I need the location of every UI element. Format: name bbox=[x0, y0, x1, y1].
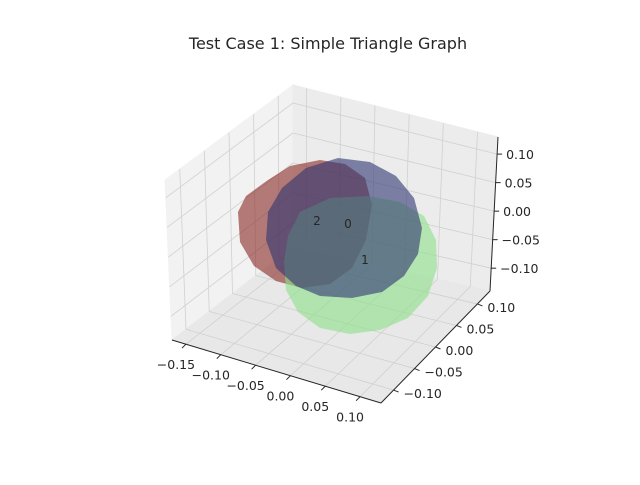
node-label-0: 0 bbox=[344, 217, 352, 231]
x-gridline-back bbox=[437, 123, 444, 280]
x-axis-line bbox=[171, 339, 382, 404]
y-tick-label: 0.05 bbox=[466, 321, 494, 336]
y-tick-mark bbox=[435, 346, 441, 350]
y-tick-label: 0.10 bbox=[487, 300, 515, 315]
y-gridline-left bbox=[228, 132, 233, 294]
x-tick-mark bbox=[355, 396, 361, 402]
y-tick-label: −0.05 bbox=[425, 365, 463, 380]
x-tick-mark bbox=[320, 385, 326, 391]
x-tick-mark bbox=[216, 354, 222, 360]
y-tick-label: −0.10 bbox=[404, 386, 442, 401]
node-sphere-0 bbox=[266, 158, 422, 298]
z-axis-ticks: −0.10 −0.05 0.00 0.05 0.10 bbox=[491, 147, 540, 276]
y-tick-mark bbox=[477, 303, 483, 307]
y-gridline-left bbox=[203, 150, 210, 312]
node-labels: 0 1 2 bbox=[313, 214, 369, 267]
x-tick-label: −0.10 bbox=[192, 368, 230, 383]
chart-title: Test Case 1: Simple Triangle Graph bbox=[188, 34, 467, 53]
z-tick-label: −0.10 bbox=[500, 261, 538, 276]
x-axis-ticks: −0.15−0.10−0.050.00 0.05 0.10 bbox=[157, 343, 364, 425]
x-tick-mark bbox=[251, 364, 256, 370]
x-tick-label: −0.15 bbox=[157, 357, 195, 372]
z-tick-label: −0.05 bbox=[502, 233, 540, 248]
z-axis-line bbox=[489, 136, 499, 292]
y-tick-mark bbox=[456, 324, 462, 328]
z-tick-label: 0.05 bbox=[505, 176, 533, 191]
node-spheres bbox=[238, 158, 437, 334]
x-tick-mark bbox=[181, 343, 187, 349]
x-tick-label: −0.05 bbox=[226, 378, 264, 393]
node-label-1: 1 bbox=[361, 253, 369, 267]
y-gridline-left bbox=[179, 169, 187, 330]
z-gridline-left bbox=[166, 132, 294, 228]
x-tick-mark bbox=[286, 375, 291, 381]
z-gridline-left bbox=[165, 102, 294, 199]
node-label-2: 2 bbox=[313, 214, 321, 228]
y-tick-mark bbox=[414, 368, 420, 372]
y-axis-ticks: −0.10 −0.05 0.00 0.05 0.10 bbox=[393, 300, 515, 401]
x-tick-label: 0.00 bbox=[267, 389, 295, 404]
y-gridline bbox=[209, 310, 415, 369]
x-tick-label: 0.05 bbox=[301, 399, 329, 414]
x-tick-label: 0.10 bbox=[336, 410, 364, 425]
z-tick-label: 0.10 bbox=[506, 147, 534, 162]
z-gridline bbox=[292, 132, 496, 184]
z-tick-label: 0.00 bbox=[503, 204, 531, 219]
y-gridline bbox=[185, 328, 394, 391]
y-tick-mark bbox=[393, 389, 399, 393]
z-gridline bbox=[292, 102, 498, 155]
x-gridline-back bbox=[469, 131, 478, 287]
y-tick-label: 0.00 bbox=[446, 343, 474, 358]
